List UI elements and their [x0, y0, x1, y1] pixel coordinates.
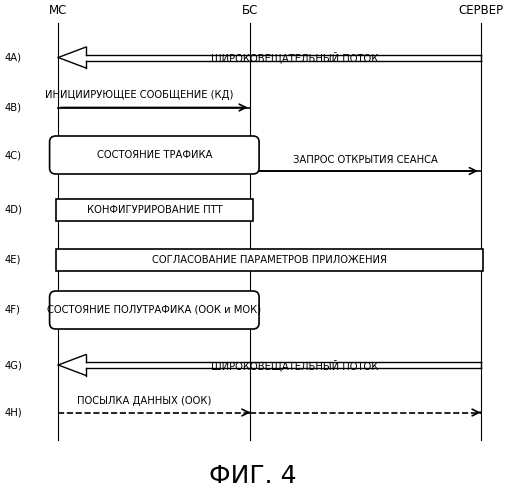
Text: ШИРОКОВЕЩАТЕЛЬНЫЙ ПОТОК: ШИРОКОВЕЩАТЕЛЬНЫЙ ПОТОК [211, 52, 378, 64]
Text: 4E): 4E) [5, 255, 21, 265]
Text: 4A): 4A) [5, 52, 22, 62]
Text: 4B): 4B) [5, 102, 22, 113]
Text: МС: МС [49, 4, 67, 18]
Text: 4C): 4C) [5, 150, 22, 160]
Bar [56, 249, 482, 271]
Text: 4F): 4F) [5, 305, 21, 315]
Text: ИНИЦИИРУЮЩЕЕ СООБЩЕНИЕ (КД): ИНИЦИИРУЮЩЕЕ СООБЩЕНИЕ (КД) [45, 90, 233, 101]
Text: КОНФИГУРИРОВАНИЕ ПТТ: КОНФИГУРИРОВАНИЕ ПТТ [86, 205, 222, 215]
Text: БС: БС [242, 4, 258, 18]
Text: СОСТОЯНИЕ ПОЛУТРАФИКА (ООК и МОК): СОСТОЯНИЕ ПОЛУТРАФИКА (ООК и МОК) [47, 305, 261, 315]
Text: СОГЛАСОВАНИЕ ПАРАМЕТРОВ ПРИЛОЖЕНИЯ: СОГЛАСОВАНИЕ ПАРАМЕТРОВ ПРИЛОЖЕНИЯ [152, 255, 386, 265]
Text: ПОСЫЛКА ДАННЫХ (ООК): ПОСЫЛКА ДАННЫХ (ООК) [77, 396, 211, 406]
Text: 4D): 4D) [5, 205, 23, 215]
FancyBboxPatch shape [49, 291, 259, 329]
Text: СЕРВЕР: СЕРВЕР [457, 4, 502, 18]
FancyBboxPatch shape [49, 136, 259, 174]
Text: ФИГ. 4: ФИГ. 4 [209, 464, 296, 488]
Text: ЗАПРОС ОТКРЫТИЯ СЕАНСА: ЗАПРОС ОТКРЫТИЯ СЕАНСА [292, 155, 437, 165]
Text: 4H): 4H) [5, 408, 23, 418]
Text: ШИРОКОВЕЩАТЕЛЬНЫЙ ПОТОК: ШИРОКОВЕЩАТЕЛЬНЫЙ ПОТОК [211, 359, 378, 371]
Text: СОСТОЯНИЕ ТРАФИКА: СОСТОЯНИЕ ТРАФИКА [96, 150, 212, 160]
Text: 4G): 4G) [5, 360, 23, 370]
Bar [56, 198, 252, 221]
